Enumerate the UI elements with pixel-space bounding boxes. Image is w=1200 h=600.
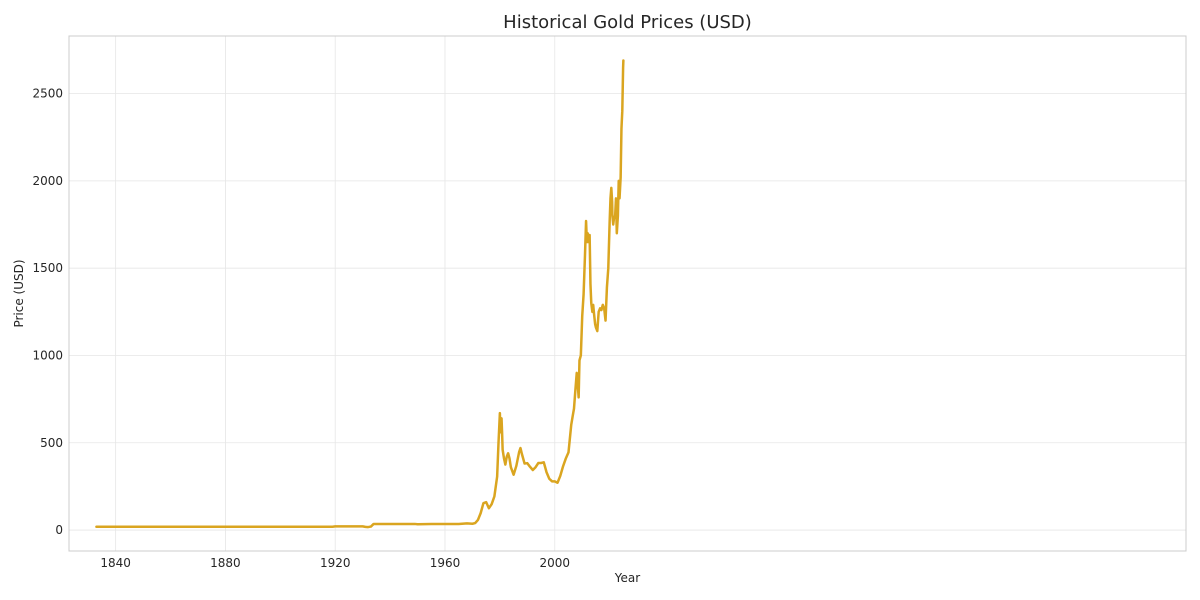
y-tick-label: 0 bbox=[55, 523, 63, 537]
plot-area-frame bbox=[68, 35, 1187, 552]
x-tick-label: 1840 bbox=[100, 556, 131, 570]
chart-title: Historical Gold Prices (USD) bbox=[503, 12, 752, 33]
axis-ticks: 1840 1880 1920 1960 2000 0 500 1000 1500 2000 2500 bbox=[32, 87, 570, 570]
x-tick-label: 2000 bbox=[539, 556, 570, 570]
x-tick-label: 1880 bbox=[210, 556, 241, 570]
grid-lines bbox=[69, 36, 1186, 551]
y-tick-label: 1000 bbox=[32, 348, 63, 362]
y-tick-label: 2000 bbox=[32, 174, 63, 188]
y-axis-label: Price (USD) bbox=[12, 259, 26, 327]
y-tick-label: 1500 bbox=[32, 261, 63, 275]
y-tick-label: 2500 bbox=[32, 87, 63, 101]
x-tick-label: 1920 bbox=[320, 556, 351, 570]
gold-price-line bbox=[95, 59, 625, 529]
x-tick-label: 1960 bbox=[430, 556, 461, 570]
x-axis-label: Year bbox=[614, 571, 640, 585]
y-tick-label: 500 bbox=[40, 436, 63, 450]
